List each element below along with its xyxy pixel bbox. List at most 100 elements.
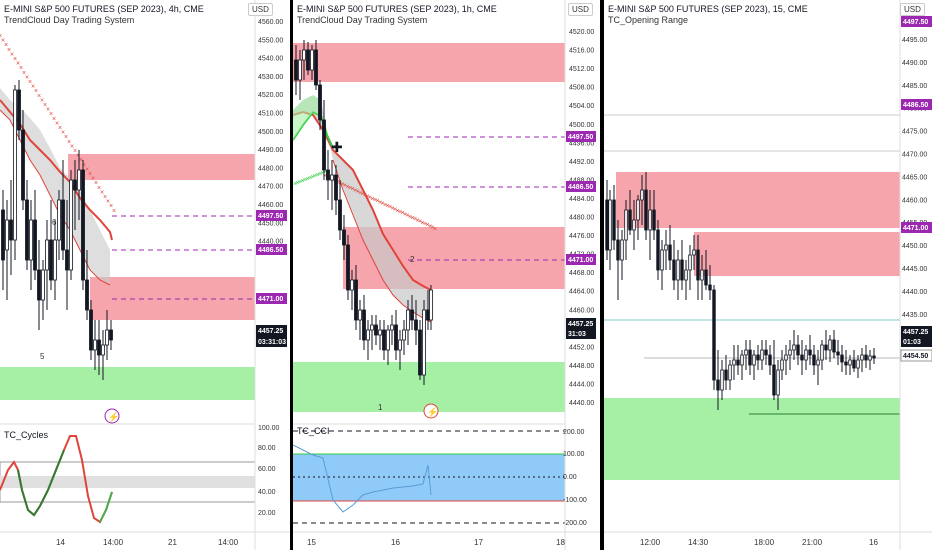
price-axis[interactable]: 4560.00 4550.00 4540.00 4530.00 4520.00 4510.… xyxy=(258,19,283,246)
chart-pane-15m[interactable]: E-MINI S&P 500 FUTURES (SEP 2023), 15, C… xyxy=(604,0,932,550)
x-marker: × xyxy=(16,61,20,68)
candle-body xyxy=(37,269,41,301)
price-tick: 4516.00 xyxy=(569,48,594,55)
indicator-name[interactable]: TC_Opening Range xyxy=(608,15,689,25)
sub-axis[interactable]: 100.00 80.00 60.00 40.00 20.00 xyxy=(258,425,280,517)
price-tags: 4497.50 4486.50 4471.00 4457.25 31:03 xyxy=(566,131,596,339)
x-marker: × xyxy=(25,74,29,81)
currency-badge[interactable]: USD xyxy=(568,3,593,16)
price-tick: 4448.00 xyxy=(569,363,594,370)
candle-body xyxy=(314,49,318,86)
price-tag-bg xyxy=(566,328,596,339)
price-tag-bg xyxy=(566,131,596,142)
price-tick: 4476.00 xyxy=(569,233,594,240)
candle-body xyxy=(756,354,760,361)
x-marker: × xyxy=(386,203,390,210)
cycle-line-green xyxy=(17,449,65,517)
x-marker: × xyxy=(22,70,26,77)
price-tag: 4471.00 xyxy=(903,225,928,232)
price-tag-bg xyxy=(256,325,287,336)
demand-zone xyxy=(604,398,900,480)
candle-body xyxy=(732,359,736,366)
x-marker: × xyxy=(378,199,382,206)
chart-canvas[interactable]: ××××××××××××××××××××××××××××××××××××××× … xyxy=(0,0,290,550)
price-tag-bg xyxy=(901,16,932,27)
sub-tick: 60.00 xyxy=(258,466,276,473)
price-tag: 4486.50 xyxy=(903,102,928,109)
price-tag: 4471.00 xyxy=(258,296,283,303)
candle-body xyxy=(370,324,374,331)
candle-body xyxy=(644,189,648,231)
candle-body xyxy=(804,349,808,361)
wave-label: 6 xyxy=(52,218,57,227)
candle-body xyxy=(330,174,334,181)
x-marker: × xyxy=(383,202,387,209)
candle-body xyxy=(720,369,724,391)
symbol-title[interactable]: E-MINI S&P 500 FUTURES (SEP 2023), 15, C… xyxy=(608,4,808,14)
x-marker: × xyxy=(37,93,41,100)
demand-zone xyxy=(293,362,565,412)
pane-legend: E-MINI S&P 500 FUTURES (SEP 2023), 4h, C… xyxy=(4,4,204,26)
chart-canvas[interactable]: 4495.004490.004485.004480.004475.004470.… xyxy=(604,0,932,550)
x-marker: × xyxy=(296,180,300,187)
x-marker: × xyxy=(376,198,380,205)
x-marker: × xyxy=(112,208,116,215)
price-tick: 4496.00 xyxy=(569,140,594,147)
price-tick: 4560.00 xyxy=(258,19,283,26)
candle-body xyxy=(636,199,640,221)
price-tick: 4530.00 xyxy=(258,74,283,81)
lightning-icon[interactable] xyxy=(104,408,120,424)
candle-body xyxy=(684,269,688,281)
sub-indicator-name[interactable]: TC_Cycles xyxy=(4,430,49,440)
candle-body xyxy=(612,199,616,241)
symbol-title[interactable]: E-MINI S&P 500 FUTURES (SEP 2023), 1h, C… xyxy=(297,4,497,14)
candle-body xyxy=(1,209,5,261)
candle-body xyxy=(358,309,362,321)
x-marker: × xyxy=(366,193,370,200)
candle-body xyxy=(402,329,406,341)
symbol-title[interactable]: E-MINI S&P 500 FUTURES (SEP 2023), 4h, C… xyxy=(4,4,204,14)
price-tick: 4495.00 xyxy=(902,37,927,44)
lightning-icon[interactable] xyxy=(423,403,439,419)
price-tag: 4471.00 xyxy=(568,257,593,264)
candle-body xyxy=(382,329,386,351)
x-marker: × xyxy=(348,185,352,192)
x-marker: × xyxy=(381,201,385,208)
candle-body xyxy=(605,199,609,251)
price-tick: 4490.00 xyxy=(258,147,283,154)
candle-body xyxy=(840,354,844,363)
x-marker: × xyxy=(371,196,375,203)
lightning-glyph: ⚡ xyxy=(108,411,119,423)
supply-zone xyxy=(90,277,255,320)
price-tick: 4484.00 xyxy=(569,196,594,203)
x-marker: × xyxy=(318,171,322,178)
x-marker: × xyxy=(363,192,367,199)
currency-badge[interactable]: USD xyxy=(248,3,273,16)
candle-body xyxy=(57,199,61,241)
indicator-name[interactable]: TrendCloud Day Trading System xyxy=(297,15,428,25)
candle-body xyxy=(676,259,680,281)
chart-pane-1h[interactable]: E-MINI S&P 500 FUTURES (SEP 2023), 1h, C… xyxy=(293,0,600,550)
x-marker: × xyxy=(401,210,405,217)
sub-axis[interactable]: 200.00 100.00 0.00 -100.00 -200.00 xyxy=(563,429,587,527)
time-tick: 14:00 xyxy=(103,538,124,547)
candle-body xyxy=(712,289,716,381)
candle-body xyxy=(752,354,756,366)
price-tick: 4500.00 xyxy=(258,129,283,136)
candle-body xyxy=(414,319,418,331)
chart-canvas[interactable]: × ×××××××××××××××××××××××××××××××××××××××… xyxy=(293,0,600,550)
x-marker: × xyxy=(31,84,35,91)
x-marker: × xyxy=(293,181,297,188)
candle-body xyxy=(768,354,772,366)
candle-body xyxy=(832,339,836,353)
price-axis[interactable]: 4495.004490.004485.004480.004475.004470.… xyxy=(902,37,927,342)
price-axis[interactable]: 4520.00 4516.00 4512.00 4508.00 4504.00 4500.… xyxy=(569,29,594,407)
indicator-name[interactable]: TrendCloud Day Trading System xyxy=(4,15,135,25)
candle-body xyxy=(664,244,668,251)
x-marker: × xyxy=(316,172,320,179)
chart-pane-4h[interactable]: E-MINI S&P 500 FUTURES (SEP 2023), 4h, C… xyxy=(0,0,290,550)
currency-badge[interactable]: USD xyxy=(900,3,925,16)
x-marker: × xyxy=(343,183,347,190)
x-marker: × xyxy=(43,102,47,109)
x-marker: × xyxy=(79,157,83,164)
